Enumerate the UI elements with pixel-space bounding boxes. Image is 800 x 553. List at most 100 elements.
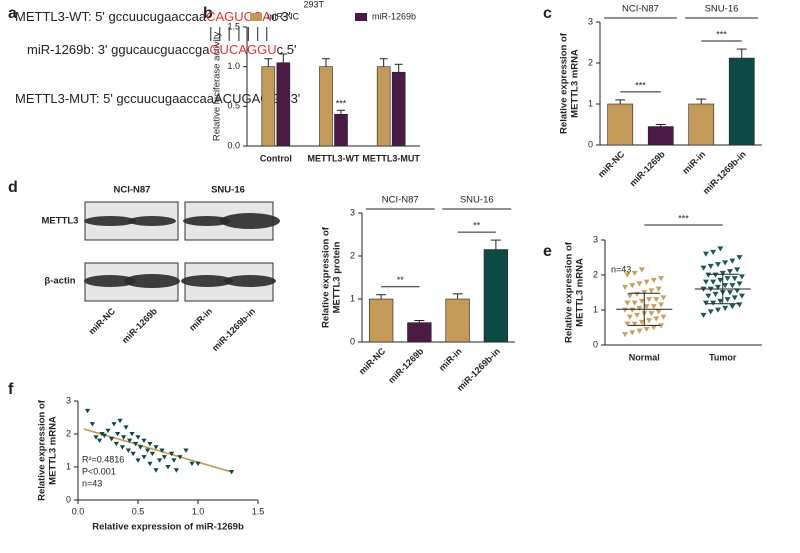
y-tick-label: 2 (593, 269, 598, 279)
data-point (127, 438, 133, 443)
data-point (105, 428, 111, 434)
data-point (636, 328, 643, 334)
y-tick-label: 0 (593, 339, 598, 349)
blot-band (84, 275, 136, 287)
data-point (97, 438, 103, 443)
annotation: R²=0.4816 (82, 454, 124, 464)
data-point (99, 432, 105, 437)
data-point (719, 270, 726, 276)
significance: ** (473, 220, 481, 230)
x-tick-label: 0.5 (132, 506, 145, 516)
data-point (629, 283, 636, 289)
data-point (111, 422, 117, 427)
bar (483, 249, 509, 343)
data-point (153, 445, 159, 450)
blot-band (183, 216, 231, 226)
data-point (731, 276, 738, 282)
error-bar (452, 293, 463, 299)
data-point (121, 435, 127, 440)
data-point (702, 300, 709, 306)
y-tick-label: 3 (588, 16, 593, 26)
data-point (638, 319, 645, 325)
data-point (650, 277, 657, 283)
data-point (123, 425, 129, 430)
bar (607, 103, 634, 146)
data-point (729, 283, 736, 289)
y-axis-label: Relative expression of (321, 226, 332, 328)
annotation: P<0.001 (82, 466, 116, 476)
sequence-segment: c 3' (271, 9, 291, 24)
data-point (655, 286, 662, 292)
row-label: METTL3 (42, 216, 79, 227)
sequence-segment: METTL3-MUT: 5' gccuucugaaccaaACUGAGGc 3' (15, 91, 300, 106)
data-point (646, 297, 653, 303)
sequence-segment: METTL3-WT: 5' gccuucugaaccaa (15, 9, 207, 24)
bar (319, 66, 333, 147)
data-point (634, 312, 641, 318)
y-tick-label: 3 (593, 234, 598, 244)
data-point (738, 293, 745, 299)
data-point (183, 448, 189, 453)
data-point (653, 297, 660, 303)
data-point (734, 267, 741, 273)
sd-bar (628, 292, 661, 326)
data-point (646, 318, 653, 324)
blot-band (224, 275, 276, 287)
data-point (626, 314, 633, 320)
group-label: SNU-16 (460, 195, 494, 206)
y-tick-label: 1.0 (227, 61, 240, 71)
x-tick-label: Control (260, 153, 292, 163)
data-point (89, 422, 95, 427)
data-point (724, 297, 731, 303)
data-point (705, 293, 712, 299)
data-point (734, 288, 741, 294)
data-point (653, 316, 660, 322)
data-point (622, 284, 629, 290)
data-point (624, 321, 631, 327)
significance: *** (336, 99, 347, 109)
y-tick-label: 1 (588, 98, 593, 108)
data-point (157, 458, 163, 463)
error-bar (394, 63, 403, 73)
data-point (135, 435, 141, 440)
data-point (710, 279, 717, 285)
data-point (648, 288, 655, 294)
data-point (626, 293, 633, 299)
row-label: β-actin (44, 276, 75, 287)
data-point (641, 290, 648, 296)
data-point (177, 455, 183, 460)
x-tick-label: 1.0 (192, 506, 205, 516)
y-tick-label: 0.0 (227, 140, 240, 150)
data-point (736, 255, 743, 261)
data-point (710, 249, 717, 255)
blot-band (124, 274, 180, 288)
data-point (636, 281, 643, 287)
data-point (130, 451, 136, 457)
fit-line (83, 428, 232, 473)
data-point (707, 263, 714, 269)
y-tick-label: 1 (66, 461, 71, 471)
data-point (147, 441, 153, 447)
sequence-segment: miR-1269b: 3' ggucaucguaccga (27, 42, 210, 57)
data-point (137, 445, 143, 450)
data-point (159, 448, 165, 453)
data-point (650, 325, 657, 331)
data-point (643, 279, 650, 285)
data-point (638, 298, 645, 304)
y-axis-label: METTL3 mRNA (570, 49, 581, 118)
bar (376, 66, 391, 147)
bar (688, 103, 715, 146)
y-tick-label: 1.5 (227, 21, 240, 31)
blot-band (220, 213, 280, 229)
data-point (109, 436, 115, 442)
data-point (629, 330, 636, 336)
error-bar (322, 58, 330, 67)
data-point (229, 469, 235, 475)
panel-letter: d (8, 179, 18, 196)
data-point (141, 438, 147, 443)
error-bar (376, 294, 387, 299)
error-bar (736, 48, 747, 59)
data-point (717, 298, 724, 304)
data-point (660, 295, 667, 301)
y-tick-label: 1 (593, 304, 598, 314)
